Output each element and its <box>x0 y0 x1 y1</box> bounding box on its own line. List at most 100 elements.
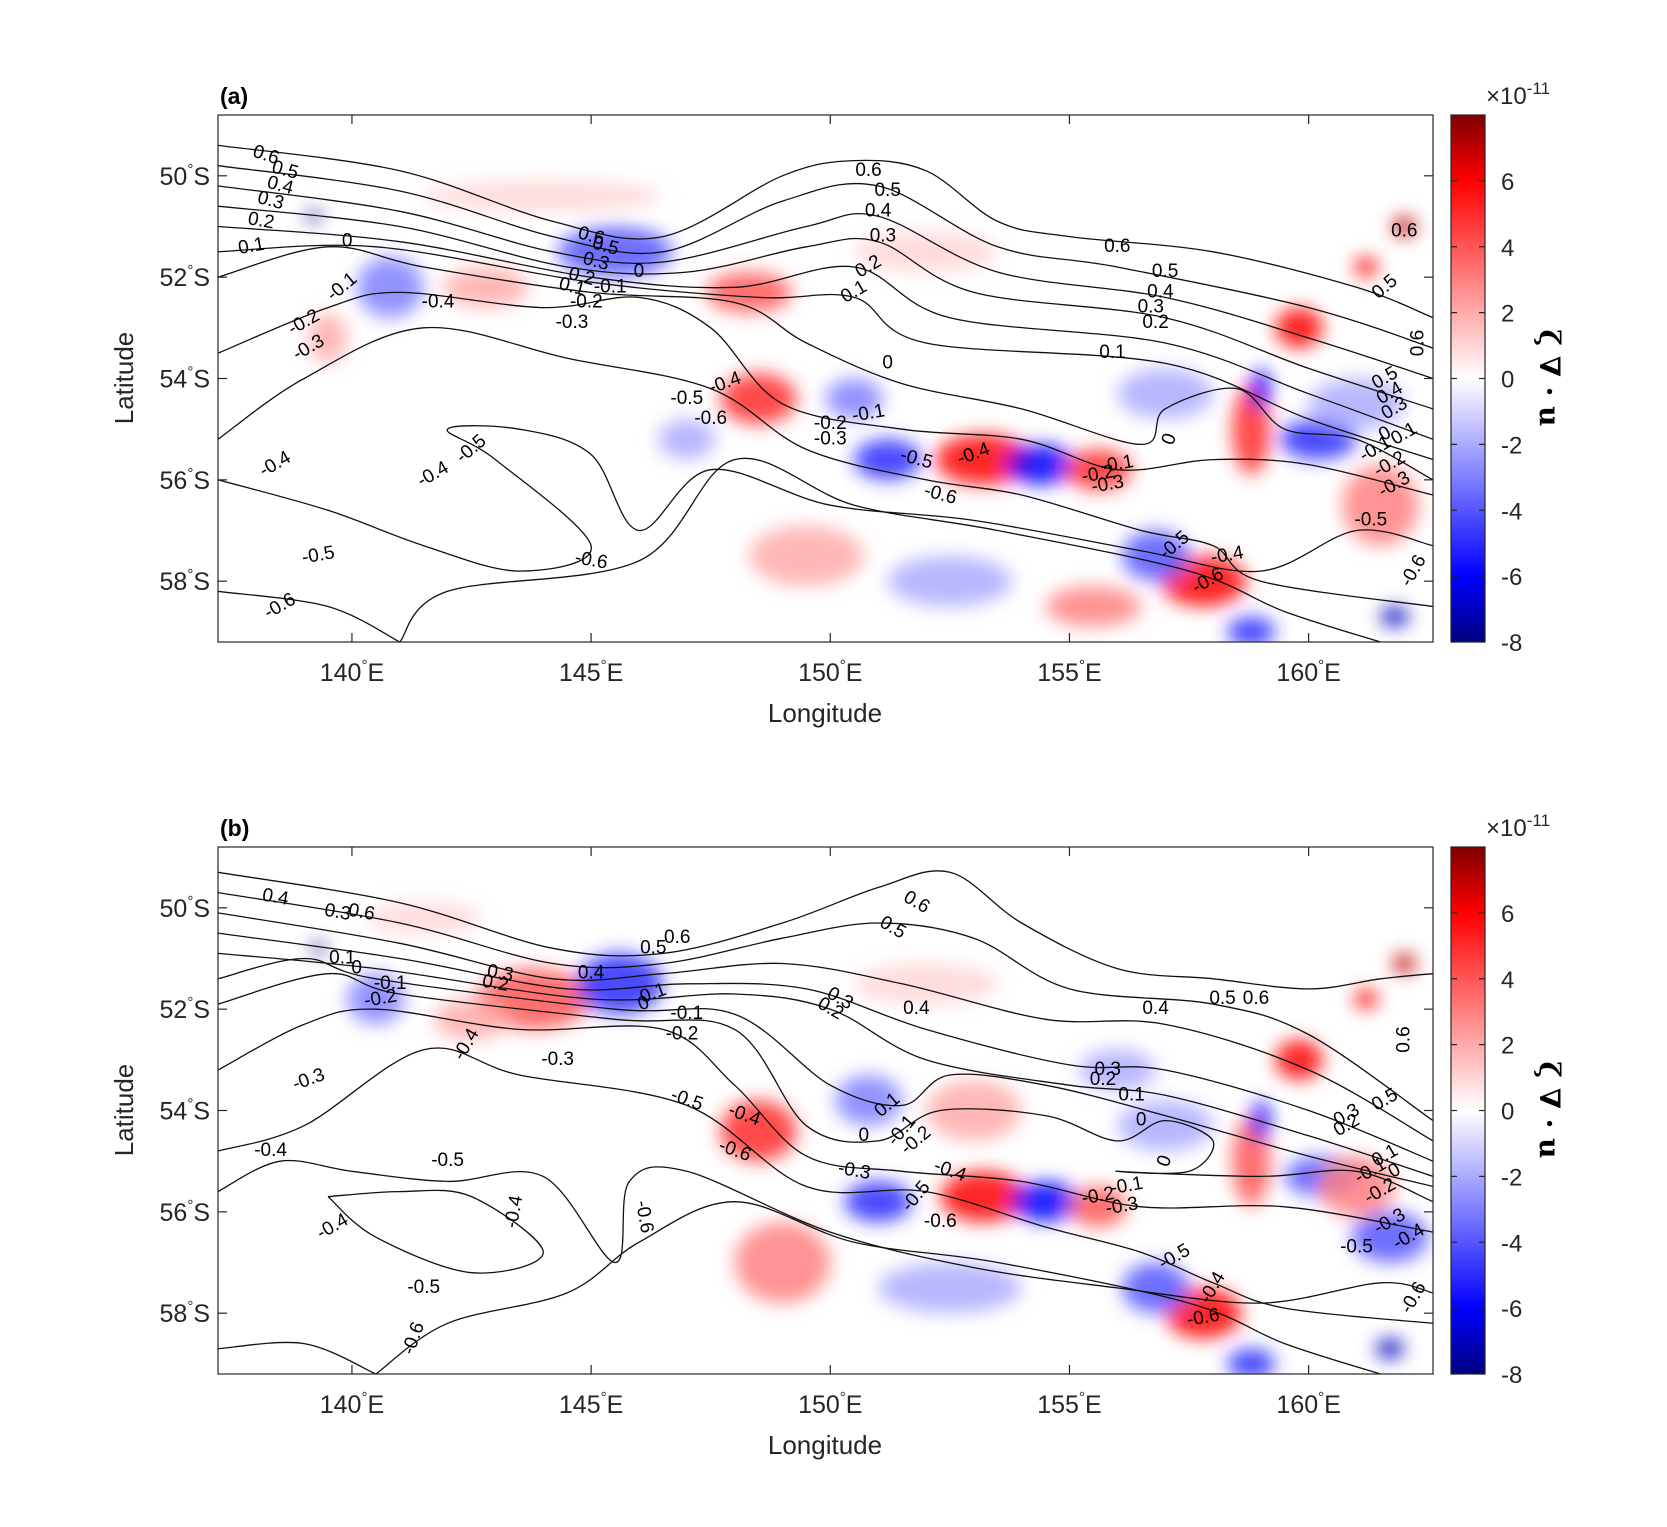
x-tick-label: 160°E <box>1276 1389 1340 1419</box>
contour-line <box>399 457 1381 642</box>
contour-label: -0.1 <box>374 973 407 994</box>
x-tick-label: 140°E <box>320 657 384 687</box>
x-axis-label: Longitude <box>768 1430 882 1460</box>
panel-label: (b) <box>220 815 249 841</box>
field-blob <box>1308 378 1405 430</box>
y-tick-label: 52°S <box>160 262 211 292</box>
contour-label: -0.1 <box>670 1003 703 1024</box>
colorbar-tick-label: -6 <box>1501 1296 1522 1323</box>
degree-mark: ° <box>840 657 846 674</box>
contour-line <box>218 1159 1433 1304</box>
contour-labels: 0.60.50.40.30.20.1 0-0.1-0.2-0.3-0.40.60.… <box>237 141 1431 623</box>
degree-mark: ° <box>1318 1389 1324 1406</box>
contour-label: -0.4 <box>254 1140 287 1161</box>
contour-line <box>218 952 1433 1178</box>
contour-label: -0.1 <box>594 276 627 297</box>
x-tick-label: 155°E <box>1037 657 1101 687</box>
field-blob <box>887 555 1013 607</box>
field-blob <box>1007 444 1075 485</box>
colorbar-exponent: ×10-11 <box>1486 79 1550 110</box>
contour-label: 0.1 <box>237 234 267 259</box>
degree-mark: ° <box>361 657 367 674</box>
x-tick-label: 140°E <box>320 1389 384 1419</box>
x-axis-ticks: 140°E 145°E 150°E 155°E 160°E <box>320 847 1341 1419</box>
contour-line <box>218 225 1433 440</box>
field-blob <box>878 1262 1022 1314</box>
colorbar-exponent-base: ×10 <box>1486 815 1527 842</box>
field-blob <box>1251 368 1271 409</box>
contour-line <box>218 1008 1433 1233</box>
colorbar-ticks: 6 4 2 0 -2 -4 -6 -8 <box>1451 169 1522 657</box>
x-axis-ticks: 140°E 145°E 150°E 155°E 160°E <box>320 115 1341 687</box>
degree-mark: ° <box>187 262 193 279</box>
contour-label: -0.5 <box>431 1150 464 1171</box>
contour-line <box>327 1189 544 1274</box>
degree-mark: ° <box>601 1389 607 1406</box>
contour-label: -0.2 <box>814 413 847 434</box>
colorbar-tick-label: 2 <box>1501 301 1514 328</box>
field-blob <box>433 999 510 1040</box>
contour-label: -0.4 <box>422 292 455 313</box>
degree-mark: ° <box>187 1298 193 1315</box>
contour-label: -0.6 <box>694 408 727 429</box>
contour-line <box>218 891 1433 1122</box>
contour-label: 0.6 <box>1104 236 1130 257</box>
contour-lines <box>218 870 1433 1374</box>
contour-line <box>218 144 1433 319</box>
field-blob <box>1045 586 1142 627</box>
contour-label: 0.3 <box>323 900 353 925</box>
colorbar-tick-label: -8 <box>1501 630 1522 657</box>
contour-label: 0.3 <box>1138 297 1164 318</box>
contour-line <box>218 326 1433 608</box>
field-blob <box>720 1100 797 1162</box>
field-blob <box>1380 606 1410 627</box>
y-tick-label: 52°S <box>160 994 211 1024</box>
contour-line <box>218 205 1433 410</box>
field-blob <box>1117 368 1213 420</box>
field-blob <box>347 973 405 1025</box>
contour-label: 0.1 <box>1099 342 1125 363</box>
contour-label: 0.4 <box>903 998 930 1019</box>
field-blob <box>1342 464 1419 546</box>
colorbar-exponent: ×10-11 <box>1486 811 1550 842</box>
x-axis-label: Longitude <box>768 698 882 728</box>
contour-line <box>375 1201 1381 1374</box>
y-tick-label: 54°S <box>160 364 211 394</box>
colorbar-tick-label: -8 <box>1501 1362 1522 1389</box>
y-tick-label: 56°S <box>160 1197 211 1227</box>
y-axis-ticks: 50°S 52°S 54°S 56°S 58°S <box>160 161 1433 596</box>
field-blob <box>1117 1100 1213 1152</box>
degree-mark: ° <box>361 1389 367 1406</box>
degree-mark: ° <box>1318 657 1324 674</box>
contour-label: 0.6 <box>1408 330 1429 356</box>
field-blob <box>835 1075 903 1126</box>
field-blob <box>1227 616 1276 642</box>
contour-label: -0.2 <box>666 1024 699 1045</box>
x-tick-label: 145°E <box>559 1389 623 1419</box>
colorbar-tick-label: -4 <box>1501 498 1522 525</box>
degree-mark: ° <box>840 1389 846 1406</box>
colorbar-exponent-power: -11 <box>1527 79 1550 98</box>
contour-label: 0.2 <box>481 971 511 996</box>
field-blob <box>748 525 864 587</box>
contour-label: 0.6 <box>664 927 690 948</box>
degree-mark: ° <box>1079 657 1085 674</box>
contour-line <box>218 973 1433 1203</box>
contour-label: 0.6 <box>1393 1026 1414 1052</box>
panel-a: (a) 0.60.50.40.30.20.1 0-0.1-0.2-0.3-0.40… <box>109 79 1566 728</box>
contour-label: 0.4 <box>1147 281 1174 302</box>
contour-label: 0.3 <box>870 226 896 247</box>
field-blob <box>306 210 321 223</box>
contour-label: 0.1 <box>329 947 355 968</box>
contour-label: 0 <box>342 231 353 252</box>
contour-line <box>218 1047 1433 1324</box>
degree-mark: ° <box>187 161 193 178</box>
degree-mark: ° <box>1079 1389 1085 1406</box>
field-blob <box>1392 953 1417 974</box>
colorbar-tick-label: 0 <box>1501 367 1514 394</box>
colorbar-exponent-power: -11 <box>1527 811 1550 830</box>
field-blob <box>1318 1156 1395 1217</box>
contour-line <box>218 425 1433 573</box>
field-blob <box>1392 216 1417 237</box>
field-blob <box>734 1221 831 1304</box>
